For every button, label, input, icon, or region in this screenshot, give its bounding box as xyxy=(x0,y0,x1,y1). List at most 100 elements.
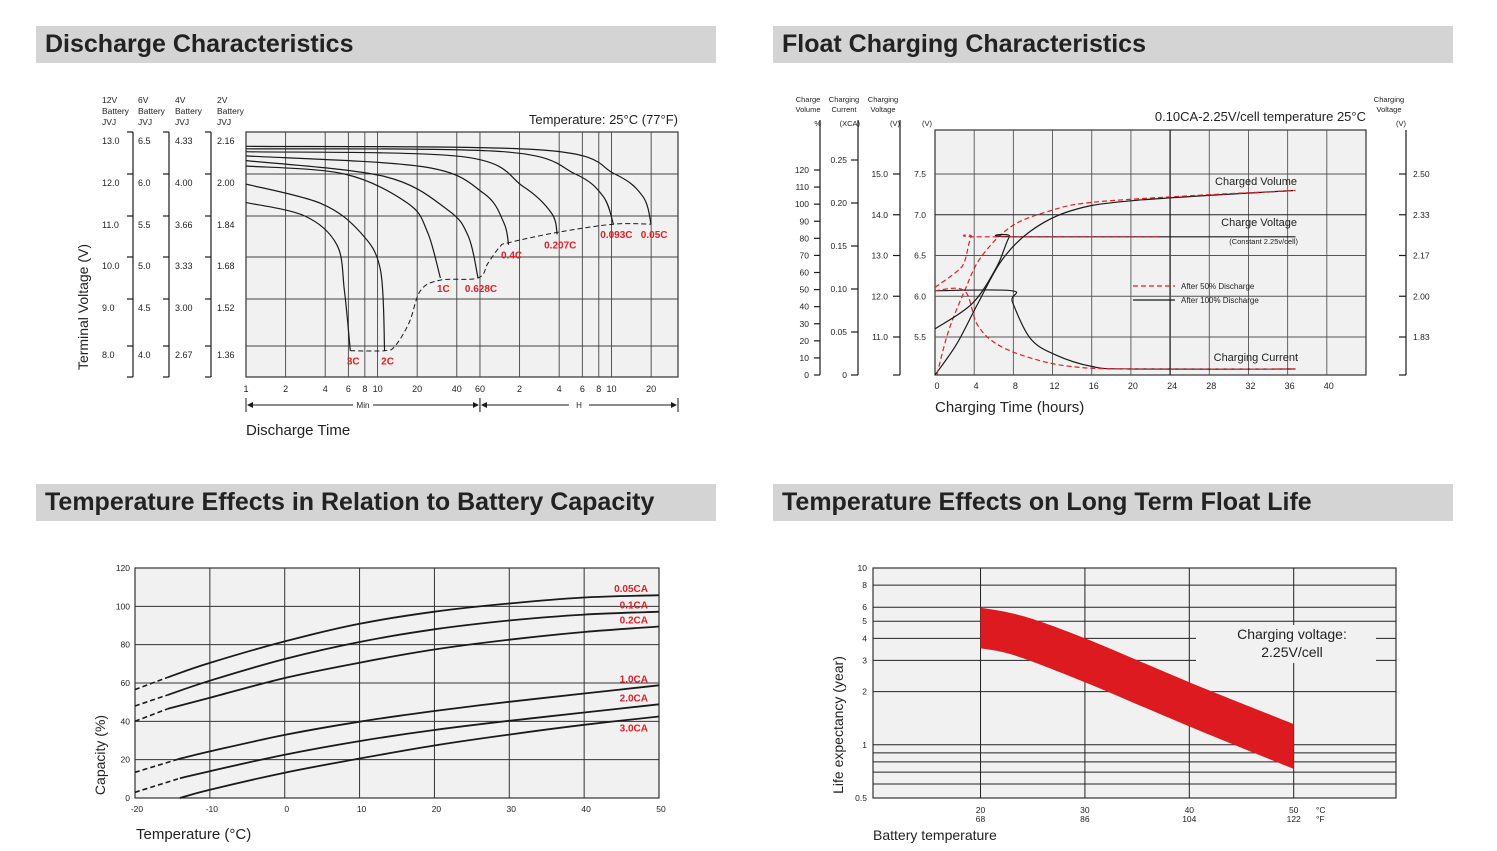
axis-header: Charging xyxy=(1374,95,1404,104)
current-tick-label: 0.10 xyxy=(830,284,847,294)
x-tick-label: 10 xyxy=(373,384,383,394)
volume-tick-label: 20 xyxy=(800,336,810,346)
y-axis-header: 6V xyxy=(138,95,149,105)
discharge-curve-3C xyxy=(245,202,351,351)
discharge-curve-0.4C xyxy=(245,155,510,245)
axis-header: Volume xyxy=(795,105,820,114)
volume-tick-label: 50 xyxy=(800,285,810,295)
x-tick-label: -10 xyxy=(206,804,219,814)
end-voltage-dashed-line xyxy=(350,223,652,352)
y-tick-label: 5.5 xyxy=(138,220,151,230)
y-tick-label: 0.5 xyxy=(855,793,867,803)
y-tick-label: 0 xyxy=(125,793,130,803)
axis-header: Voltage xyxy=(870,105,895,114)
axis-header: Charging xyxy=(868,95,898,104)
constant-voltage-note: (Constant 2.25v/cell) xyxy=(1229,237,1298,246)
float-charging-header: Float Charging Characteristics xyxy=(773,26,1453,63)
y-tick-label: 6.5 xyxy=(138,136,151,146)
volume-tick-label: 110 xyxy=(795,182,809,192)
x-tick-label: 10 xyxy=(357,804,367,814)
voltage-6v-tick-label: 6.5 xyxy=(914,251,926,261)
current-tick-label: 0.20 xyxy=(830,198,847,208)
y-tick-label: 60 xyxy=(121,678,131,688)
y-tick-label: 13.0 xyxy=(102,136,120,146)
plot-area xyxy=(245,131,679,378)
y-tick-label: 2.67 xyxy=(175,350,193,360)
x-tick-label: 10 xyxy=(607,384,617,394)
y-axis-header: Battery xyxy=(138,106,166,116)
y-tick-label: 2 xyxy=(862,687,867,697)
cell-voltage-tick-label: 2.17 xyxy=(1413,251,1430,261)
x-tick-label: 1 xyxy=(243,384,248,394)
y-tick-label: 2.16 xyxy=(217,136,235,146)
y-axis-header: JVJ xyxy=(175,117,189,127)
volume-tick-label: 40 xyxy=(800,302,810,312)
y-tick-label: 12.0 xyxy=(102,178,120,188)
x-tick-label: 40 xyxy=(581,804,591,814)
extrapolated-dashed-segment xyxy=(134,758,178,774)
rate-label: 0.1CA xyxy=(620,601,648,612)
y-tick-label: 100 xyxy=(116,601,130,611)
y-axis-title: Capacity (%) xyxy=(92,715,108,795)
y-tick-label: 40 xyxy=(121,716,131,726)
volume-tick-label: 100 xyxy=(795,199,809,209)
discharge-curve-0.05C xyxy=(245,145,652,225)
y-tick-label: 80 xyxy=(121,640,131,650)
cell-voltage-tick-label: 2.33 xyxy=(1413,210,1430,220)
y-axis-header: 4V xyxy=(175,95,186,105)
y-axis-header: JVJ xyxy=(138,117,152,127)
x-axis-title: Discharge Time xyxy=(246,422,350,439)
rate-label: 0.05CA xyxy=(614,584,648,595)
axis-header: Current xyxy=(831,105,857,114)
annotation-background xyxy=(1196,625,1376,663)
y-tick-label: 6.0 xyxy=(138,178,151,188)
volume-tick-label: 10 xyxy=(800,353,810,363)
x-tick-label: 32 xyxy=(1245,381,1255,391)
y-tick-label: 3.66 xyxy=(175,220,193,230)
volume-tick-label: 90 xyxy=(800,216,810,226)
charged-volume-label: Charged Volume xyxy=(1215,176,1297,188)
axis-header: Charge xyxy=(796,95,821,104)
rate-label: 0.05C xyxy=(641,230,668,241)
cell-voltage-tick-label: 2.50 xyxy=(1413,169,1430,179)
discharge-curve-0.207C xyxy=(245,151,558,235)
float-curve-charge_voltage_v xyxy=(934,234,1160,288)
current-tick-label: 0.25 xyxy=(830,155,847,165)
charging-voltage-annotation: Charging voltage: xyxy=(1237,626,1347,642)
y-tick-label: 5.0 xyxy=(138,261,151,271)
x-tick-label: 2 xyxy=(517,384,522,394)
y-axis-header: Battery xyxy=(102,106,130,116)
axis-header: Charging xyxy=(829,95,859,104)
charging-condition-annotation: 0.10CA-2.25V/cell temperature 25°C xyxy=(1155,109,1366,124)
y-tick-label: 120 xyxy=(116,563,130,573)
x-tick-label: 20 xyxy=(432,804,442,814)
rate-label: 0.628C xyxy=(465,284,497,295)
capacity-curve-2.0CA xyxy=(179,703,660,780)
y-tick-label: 5 xyxy=(862,616,867,626)
y-axis-header: 2V xyxy=(217,95,228,105)
x-tick-label: 4 xyxy=(557,384,562,394)
x-tick-label-fahrenheit: 122 xyxy=(1287,814,1301,824)
discharge-curve-0.628C xyxy=(245,160,479,279)
discharge-curve-2C xyxy=(245,183,386,351)
y-tick-label: 9.0 xyxy=(102,303,115,313)
range-label: H xyxy=(576,401,582,410)
x-tick-label-fahrenheit: 68 xyxy=(976,814,986,824)
x-tick-label: 6 xyxy=(346,384,351,394)
plot-area xyxy=(934,129,1367,376)
extrapolated-dashed-segment xyxy=(134,676,169,691)
charging-voltage-value: 2.25V/cell xyxy=(1261,644,1322,660)
y-tick-label: 1.68 xyxy=(217,261,235,271)
y-tick-label: 4.33 xyxy=(175,136,193,146)
x-tick-label: 16 xyxy=(1089,381,1099,391)
discharge-characteristics-header: Discharge Characteristics xyxy=(36,26,716,63)
y-tick-label: 20 xyxy=(121,755,131,765)
y-axis-header: 12V xyxy=(102,95,117,105)
x-tick-label: 30 xyxy=(507,804,517,814)
cell-voltage-tick-label: 2.00 xyxy=(1413,291,1430,301)
x-tick-label: 0 xyxy=(284,804,289,814)
float-curve-charged_volume_pct xyxy=(936,189,1296,375)
y-tick-label: 4.00 xyxy=(175,178,193,188)
x-axis-title: Battery temperature xyxy=(873,827,997,843)
rate-label: 0.2CA xyxy=(620,615,648,626)
